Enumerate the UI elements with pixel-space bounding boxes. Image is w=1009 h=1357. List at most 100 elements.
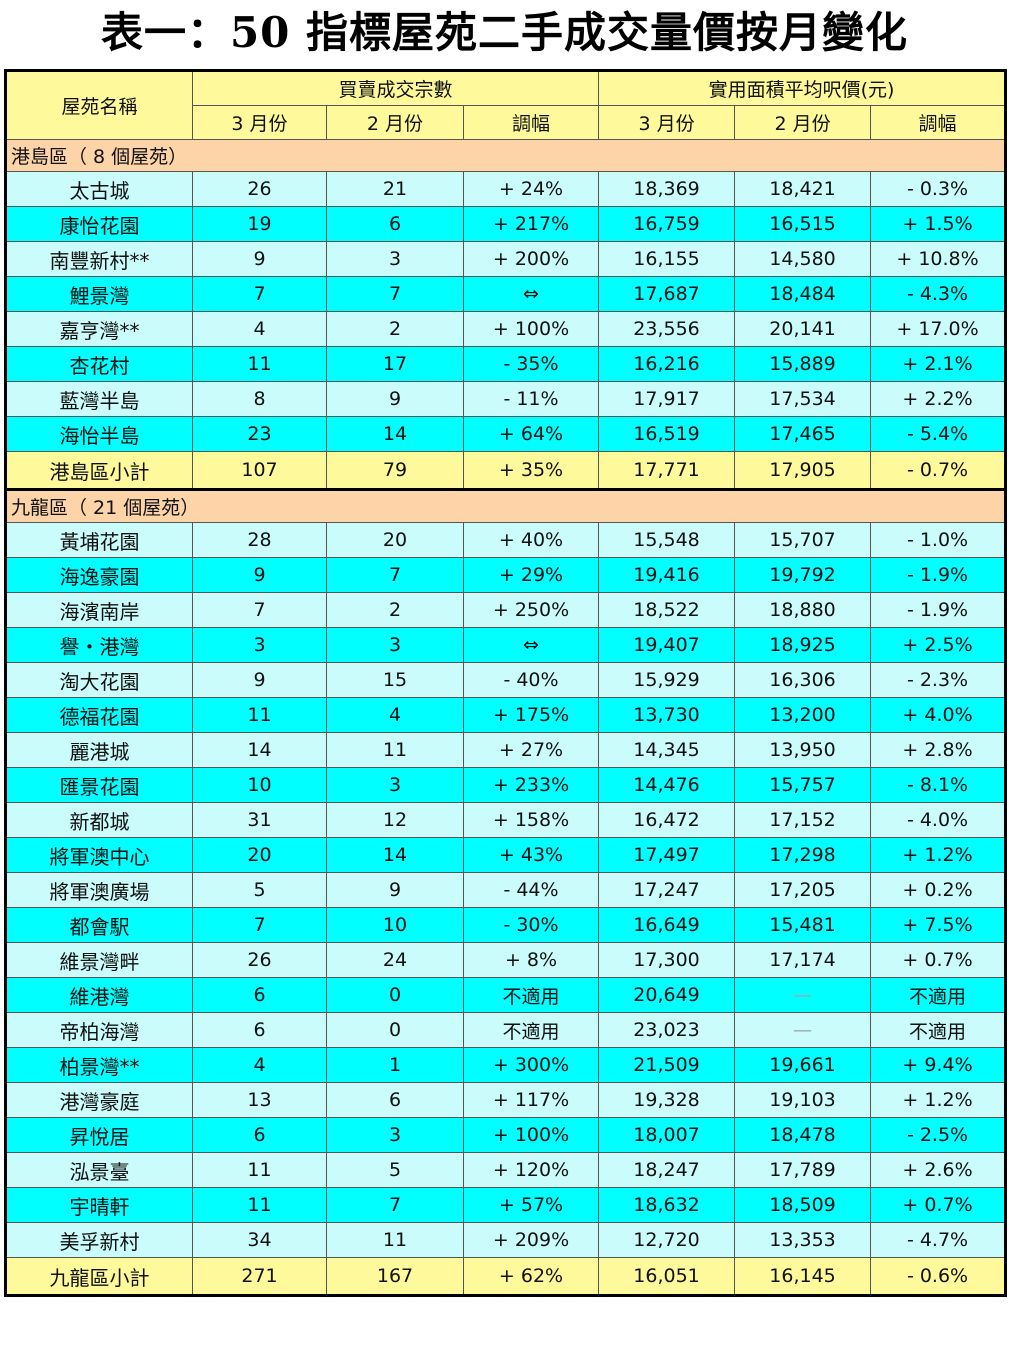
- table-row: 淘大花園 9 15- 40% 15,929 16,306- 2.3%: [5, 662, 1007, 698]
- volume-mar-cell: 8: [192, 381, 327, 417]
- price-change-cell: - 1.9%: [870, 592, 1007, 628]
- volume-mar-cell: 11: [192, 1152, 327, 1188]
- price-mar-cell: 20,649: [598, 977, 736, 1013]
- price-mar-cell: 18,247: [598, 1152, 736, 1188]
- estate-name-cell: 杏花村: [5, 346, 193, 382]
- table-row: 帝柏海灣 6 0 不適用 23,023— 不適用: [5, 1012, 1007, 1048]
- price-feb-cell: 15,481: [734, 907, 872, 943]
- price-mar-cell: 16,759: [598, 206, 736, 242]
- price-change-cell: - 2.3%: [870, 662, 1007, 698]
- table-row: 海逸豪園 9 7 + 29% 19,416 19,792- 1.9%: [5, 557, 1007, 593]
- estate-name-cell: 藍灣半島: [5, 381, 193, 417]
- estate-name-cell: 鯉景灣: [5, 276, 193, 312]
- subtotal-volume-mar-cell: 271: [192, 1257, 327, 1297]
- subtotal-row: 九龍區小計 271 167 + 62% 16,051 16,145- 0.6%: [5, 1257, 1007, 1297]
- price-feb-cell: —: [734, 1012, 872, 1048]
- price-change-cell: + 0.2%: [870, 872, 1007, 908]
- estate-name-cell: 淘大花園: [5, 662, 193, 698]
- price-feb-cell: 16,306: [734, 662, 872, 698]
- price-feb-cell: 19,661: [734, 1047, 872, 1083]
- volume-feb-cell: 7: [326, 276, 464, 312]
- price-change-cell: + 1.2%: [870, 837, 1007, 873]
- volume-change-cell: + 24%: [462, 171, 600, 207]
- table-row: 宇晴軒 11 7 + 57% 18,632 18,509 + 0.7%: [5, 1187, 1007, 1223]
- price-mar-cell: 16,649: [598, 907, 736, 943]
- volume-feb-cell: 4: [326, 697, 464, 733]
- volume-feb-cell: 21: [326, 171, 464, 207]
- price-feb-cell: 18,484: [734, 276, 872, 312]
- estate-name-cell: 泓景臺: [5, 1152, 193, 1188]
- estate-name-cell: 維港灣: [5, 977, 193, 1013]
- table-row: 麗港城 14 11 + 27% 14,345 13,950 + 2.8%: [5, 732, 1007, 768]
- price-mar-cell: 14,345: [598, 732, 736, 768]
- price-feb-cell: 15,757: [734, 767, 872, 803]
- section-header-row: 港島區（ 8 個屋苑）: [4, 139, 1007, 172]
- volume-change-cell: + 120%: [462, 1152, 600, 1188]
- price-feb-cell: 18,478: [734, 1117, 872, 1153]
- price-feb-cell: 19,103: [734, 1082, 872, 1118]
- volume-mar-cell: 10: [192, 767, 327, 803]
- subtotal-estate-name-cell: 港島區小計: [5, 451, 193, 491]
- estate-name-cell: 太古城: [5, 171, 193, 207]
- volume-feb-cell: 10: [326, 907, 464, 943]
- volume-feb-cell: 6: [326, 1082, 464, 1118]
- price-change-cell: - 1.0%: [870, 522, 1007, 558]
- table-row: 杏花村 11 17- 35% 16,216 15,889 + 2.1%: [5, 346, 1007, 382]
- table-row: 將軍澳廣場 5 9- 44% 17,247 17,205 + 0.2%: [5, 872, 1007, 908]
- price-mar-cell: 23,556: [598, 311, 736, 347]
- price-mar-cell: 14,476: [598, 767, 736, 803]
- volume-mar-cell: 9: [192, 241, 327, 277]
- table-row: 南豐新村** 9 3 + 200% 16,155 14,580 + 10.8%: [5, 241, 1007, 277]
- estate-name-cell: 都會駅: [5, 907, 193, 943]
- price-change-cell: - 4.3%: [870, 276, 1007, 312]
- volume-mar-cell: 9: [192, 662, 327, 698]
- volume-group-header: 買賣成交宗數: [191, 70, 600, 106]
- price-change-cell: + 1.2%: [870, 1082, 1007, 1118]
- subcol-header: 調幅: [462, 105, 600, 140]
- subtotal-price-feb-cell: 17,905: [734, 451, 872, 491]
- volume-change-cell: 不適用: [462, 977, 600, 1013]
- price-feb-cell: 18,925: [734, 627, 872, 663]
- subtotal-price-change-cell: - 0.7%: [870, 451, 1007, 491]
- table-row: 譽・港灣 3 3 ⇔ 19,407 18,925 + 2.5%: [5, 627, 1007, 663]
- volume-mar-cell: 6: [192, 1012, 327, 1048]
- price-change-cell: + 2.6%: [870, 1152, 1007, 1188]
- table-row: 柏景灣** 4 1 + 300% 21,509 19,661 + 9.4%: [5, 1047, 1007, 1083]
- price-mar-cell: 16,472: [598, 802, 736, 838]
- volume-mar-cell: 26: [192, 942, 327, 978]
- volume-change-cell: - 35%: [462, 346, 600, 382]
- price-change-cell: + 2.5%: [870, 627, 1007, 663]
- volume-feb-cell: 9: [326, 872, 464, 908]
- price-mar-cell: 18,632: [598, 1187, 736, 1223]
- volume-change-cell: + 100%: [462, 311, 600, 347]
- volume-feb-cell: 20: [326, 522, 464, 558]
- volume-mar-cell: 31: [192, 802, 327, 838]
- subtotal-price-mar-cell: 16,051: [598, 1257, 736, 1297]
- volume-feb-cell: 17: [326, 346, 464, 382]
- price-mar-cell: 19,416: [598, 557, 736, 593]
- table-row: 泓景臺 11 5 + 120% 18,247 17,789 + 2.6%: [5, 1152, 1007, 1188]
- table-body: 港島區（ 8 個屋苑） 太古城 26 21 + 24% 18,369 18,421- 0.3…: [4, 139, 1007, 1297]
- volume-change-cell: + 64%: [462, 416, 600, 452]
- price-change-cell: + 9.4%: [870, 1047, 1007, 1083]
- volume-mar-cell: 7: [192, 907, 327, 943]
- volume-change-cell: + 8%: [462, 942, 600, 978]
- subtotal-volume-feb-cell: 79: [326, 451, 464, 491]
- volume-feb-cell: 15: [326, 662, 464, 698]
- volume-change-cell: - 30%: [462, 907, 600, 943]
- price-mar-cell: 16,216: [598, 346, 736, 382]
- volume-mar-cell: 14: [192, 732, 327, 768]
- estate-name-cell: 譽・港灣: [5, 627, 193, 663]
- volume-change-cell: + 233%: [462, 767, 600, 803]
- volume-change-cell: ⇔: [462, 627, 600, 663]
- estate-name-cell: 美孚新村: [5, 1222, 193, 1258]
- price-feb-cell: —: [734, 977, 872, 1013]
- estate-name-cell: 將軍澳中心: [5, 837, 193, 873]
- estate-name-cell: 匯景花園: [5, 767, 193, 803]
- price-mar-cell: 18,522: [598, 592, 736, 628]
- price-change-cell: + 2.1%: [870, 346, 1007, 382]
- volume-change-cell: + 57%: [462, 1187, 600, 1223]
- volume-feb-cell: 3: [326, 1117, 464, 1153]
- section-label: 港島區（ 8 個屋苑）: [4, 139, 1007, 172]
- price-feb-cell: 18,509: [734, 1187, 872, 1223]
